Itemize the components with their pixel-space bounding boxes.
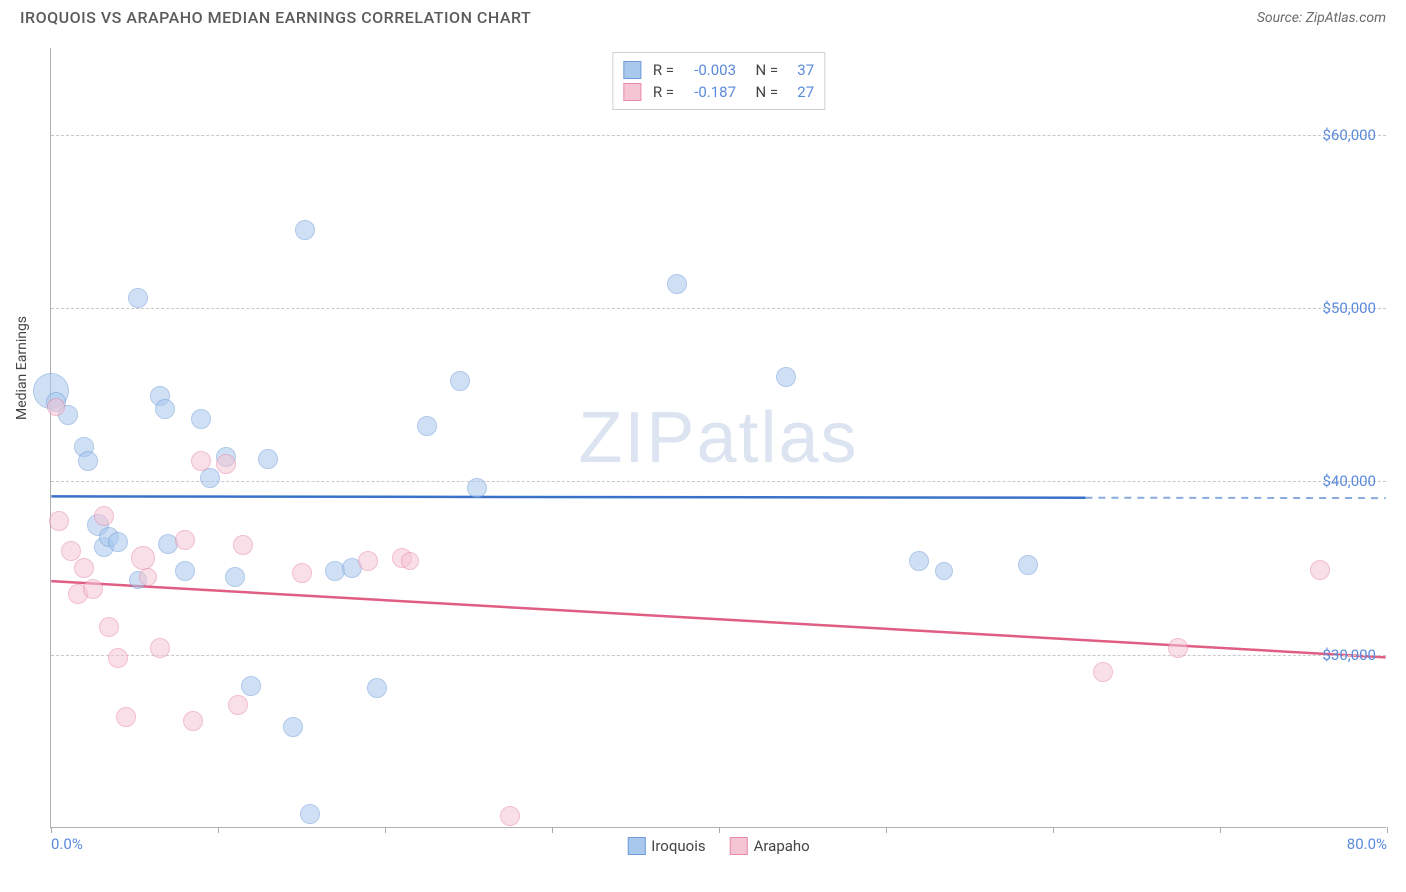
data-point-arapaho [61,541,81,561]
gridline-h [51,308,1386,309]
x-tick-label: 80.0% [1347,835,1387,853]
legend-item-iroquois: Iroquois [627,837,705,855]
x-tick-label: 0.0% [51,835,83,853]
legend-item-arapaho: Arapaho [730,837,810,855]
series-legend: Iroquois Arapaho [627,837,809,855]
x-tick [1387,827,1388,833]
data-point-iroquois [155,399,175,419]
r-value-arapaho: -0.187 [682,83,736,101]
gridline-h [51,481,1386,482]
data-point-iroquois [1018,555,1038,575]
data-point-arapaho [108,648,128,668]
trend-lines [51,48,1386,827]
data-point-arapaho [191,451,211,471]
data-point-iroquois [776,367,796,387]
data-point-arapaho [74,558,94,578]
r-value-iroquois: -0.003 [682,61,736,79]
y-tick-label: $50,000 [1322,299,1376,317]
data-point-iroquois [367,678,387,698]
correlation-legend: R = -0.003 N = 37 R = -0.187 N = 27 [612,52,825,110]
data-point-arapaho [228,695,248,715]
data-point-iroquois [241,676,261,696]
data-point-arapaho [139,568,157,586]
source-label: Source: ZipAtlas.com [1257,10,1386,26]
gridline-h [51,135,1386,136]
data-point-iroquois [935,562,953,580]
x-tick [218,827,219,833]
data-point-arapaho [131,546,155,570]
n-label: N = [748,61,778,79]
data-point-iroquois [417,416,437,436]
swatch-iroquois [623,61,641,79]
n-label: N = [748,83,778,101]
legend-row-arapaho: R = -0.187 N = 27 [623,81,814,103]
x-tick [552,827,553,833]
y-tick-label: $60,000 [1322,126,1376,144]
watermark-text: ZIPatlas [578,397,858,479]
data-point-arapaho [1168,638,1188,658]
r-label: R = [653,61,674,79]
data-point-iroquois [175,561,195,581]
x-tick [51,827,52,833]
data-point-iroquois [191,409,211,429]
x-tick [719,827,720,833]
data-point-iroquois [467,478,487,498]
data-point-iroquois [295,220,315,240]
gridline-h [51,655,1386,656]
data-point-iroquois [128,288,148,308]
x-tick [886,827,887,833]
r-label: R = [653,83,674,101]
legend-row-iroquois: R = -0.003 N = 37 [623,59,814,81]
chart-plot-area: ZIPatlas R = -0.003 N = 37 R = -0.187 N … [50,48,1386,828]
data-point-iroquois [909,551,929,571]
data-point-arapaho [500,806,520,826]
data-point-arapaho [1093,662,1113,682]
data-point-arapaho [175,530,195,550]
data-point-arapaho [99,617,119,637]
data-point-arapaho [150,638,170,658]
data-point-arapaho [83,579,103,599]
n-value-arapaho: 27 [786,83,814,101]
data-point-arapaho [401,552,419,570]
data-point-iroquois [78,451,98,471]
data-point-arapaho [94,506,114,526]
x-tick [385,827,386,833]
data-point-arapaho [1310,560,1330,580]
data-point-iroquois [225,567,245,587]
data-point-arapaho [116,707,136,727]
data-point-iroquois [450,371,470,391]
data-point-arapaho [233,535,253,555]
y-tick-label: $30,000 [1322,646,1376,664]
data-point-iroquois [200,468,220,488]
data-point-arapaho [358,551,378,571]
data-point-arapaho [49,511,69,531]
data-point-arapaho [292,563,312,583]
n-value-iroquois: 37 [786,61,814,79]
data-point-iroquois [108,532,128,552]
x-tick [1220,827,1221,833]
data-point-iroquois [300,804,320,824]
swatch-arapaho [623,83,641,101]
y-axis-label: Median Earnings [14,316,30,420]
data-point-arapaho [183,711,203,731]
series-name-iroquois: Iroquois [651,837,705,855]
swatch-arapaho [730,837,748,855]
y-tick-label: $40,000 [1322,472,1376,490]
chart-title: IROQUOIS VS ARAPAHO MEDIAN EARNINGS CORR… [20,8,531,27]
x-tick [1053,827,1054,833]
data-point-iroquois [258,449,278,469]
data-point-arapaho [47,398,65,416]
swatch-iroquois [627,837,645,855]
data-point-arapaho [216,454,236,474]
data-point-iroquois [667,274,687,294]
data-point-iroquois [283,717,303,737]
series-name-arapaho: Arapaho [754,837,810,855]
